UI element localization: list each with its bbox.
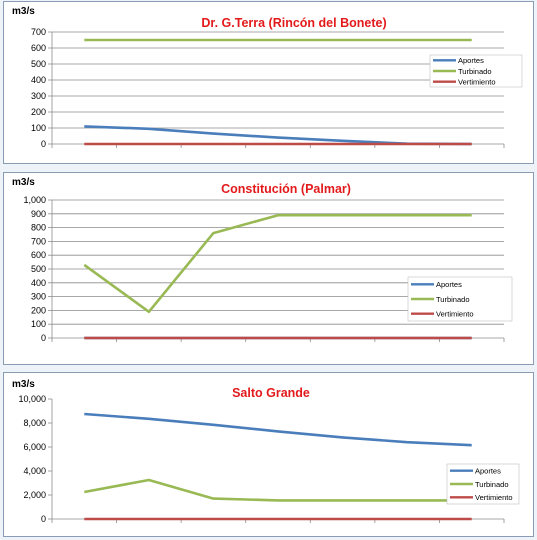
- y-tick-label: 200: [31, 107, 46, 117]
- legend: Aportes Turbinado Vertimiento: [446, 463, 520, 505]
- y-unit-label: m3/s: [12, 177, 35, 188]
- chart-rincon-del-bonete: m3/s Dr. G.Terra (Rincón del Bonete) 0 100 2…: [12, 6, 523, 149]
- y-tick-label: 900: [31, 209, 46, 219]
- legend-label-vertimiento: Vertimiento: [475, 493, 513, 502]
- y-tick-label: 2,000: [23, 490, 46, 500]
- y-tick-label: 6,000: [23, 442, 46, 452]
- chart-title: Constitución (Palmar): [221, 182, 351, 196]
- legend: Aportes Turbinado Vertimiento: [407, 276, 513, 322]
- y-tick-label: 600: [31, 43, 46, 53]
- chart-panel-palmar: m3/s Constitución (Palmar) 0 100 200 300 400 50…: [3, 172, 534, 365]
- legend-label-turbinado: Turbinado: [436, 295, 470, 304]
- y-tick-label: 800: [31, 223, 46, 233]
- chart-salto-grande: m3/s Salto Grande 0 2,000 4,000 6,000 8,000 10,…: [12, 379, 520, 524]
- y-tick-label: 500: [31, 59, 46, 69]
- y-tick-label: 1,000: [23, 195, 46, 205]
- legend-label-turbinado: Turbinado: [475, 480, 509, 489]
- chart-title: Dr. G.Terra (Rincón del Bonete): [201, 16, 386, 30]
- y-tick-label: 400: [31, 278, 46, 288]
- chart-title: Salto Grande: [232, 386, 310, 400]
- chart-palmar: m3/s Constitución (Palmar) 0 100 200 300 400 50…: [12, 177, 513, 343]
- y-tick-label: 300: [31, 91, 46, 101]
- y-tick-label: 400: [31, 75, 46, 85]
- y-tick-label: 500: [31, 264, 46, 274]
- y-tick-label: 0: [41, 514, 46, 524]
- series-line-turbinado: [83, 213, 472, 314]
- y-unit-label: m3/s: [12, 6, 35, 17]
- y-tick-label: 700: [31, 236, 46, 246]
- legend-label-vertimiento: Vertimiento: [436, 309, 474, 318]
- y-tick-label: 8,000: [23, 418, 46, 428]
- series-line-aportes: [84, 125, 472, 146]
- legend-label-aportes: Aportes: [475, 466, 501, 475]
- y-tick-label: 100: [31, 123, 46, 133]
- legend-label-aportes: Aportes: [458, 56, 484, 65]
- y-tick-label: 100: [31, 319, 46, 329]
- y-tick-label: 10,000: [18, 394, 46, 404]
- legend-label-vertimiento: Vertimiento: [458, 77, 496, 86]
- y-tick-label: 700: [31, 27, 46, 37]
- series-line-turbinado: [84, 478, 472, 502]
- legend-label-aportes: Aportes: [436, 280, 462, 289]
- series-line-aportes: [84, 412, 472, 447]
- y-tick-label: 4,000: [23, 466, 46, 476]
- y-tick-label: 0: [41, 139, 46, 149]
- y-tick-label: 600: [31, 250, 46, 260]
- legend-label-turbinado: Turbinado: [458, 67, 492, 76]
- y-unit-label: m3/s: [12, 379, 35, 390]
- chart-panel-rincon-del-bonete: m3/s Dr. G.Terra (Rincón del Bonete) 0 100 2…: [3, 1, 534, 164]
- y-tick-label: 300: [31, 292, 46, 302]
- chart-panel-salto-grande: m3/s Salto Grande 0 2,000 4,000 6,000 8,000 10,…: [3, 372, 534, 537]
- y-tick-label: 0: [41, 333, 46, 343]
- y-tick-label: 200: [31, 305, 46, 315]
